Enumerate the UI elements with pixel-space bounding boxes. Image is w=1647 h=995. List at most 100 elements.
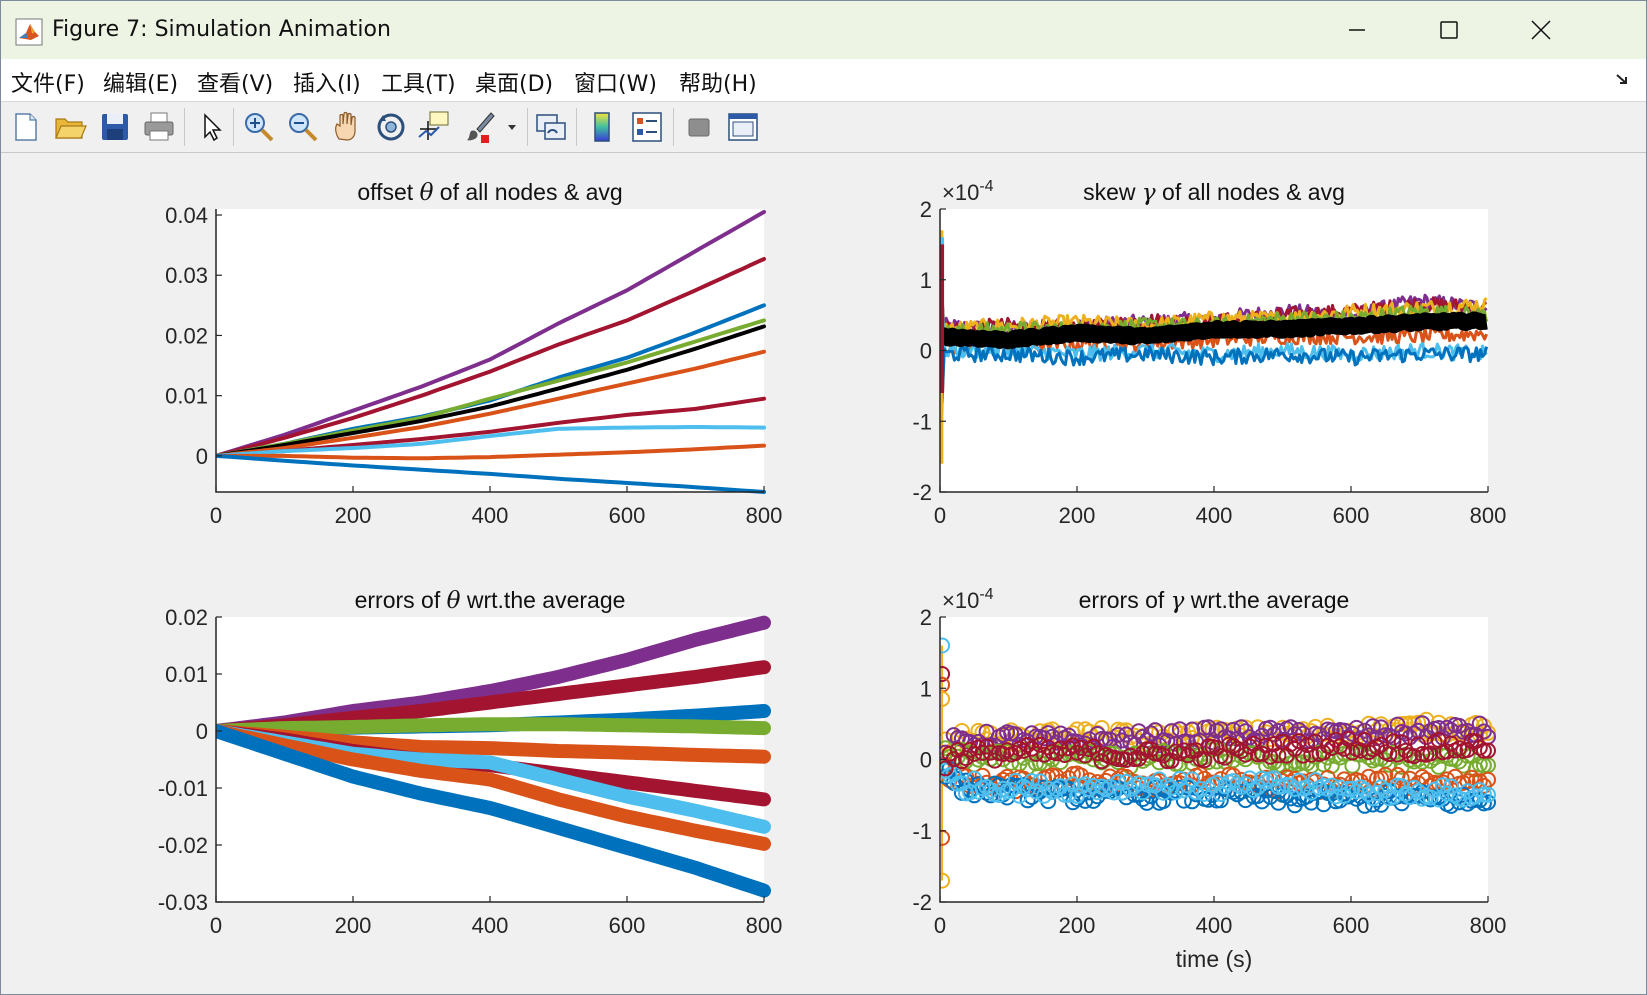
marker [1327, 788, 1344, 805]
menu-tools[interactable]: 工具(T) [381, 72, 456, 97]
marker [1360, 786, 1377, 803]
marker [1122, 747, 1139, 764]
hide-plot-tools-icon[interactable] [681, 109, 717, 145]
marker [1430, 720, 1447, 736]
marker [1323, 777, 1340, 794]
save-icon[interactable] [97, 109, 133, 145]
axes-4[interactable]: 0 200 400 600 800 -2 -1 0 1 2 errors of γ wrt.the … [912, 586, 1506, 972]
y-tick-label: 0.02 [165, 323, 208, 348]
close-button[interactable] [1495, 1, 1587, 59]
initial-marker [940, 637, 951, 654]
marker [1475, 786, 1492, 803]
marker [1147, 722, 1164, 739]
x-tick-label: 200 [1059, 503, 1096, 528]
marker [1332, 779, 1348, 796]
new-figure-icon[interactable] [7, 109, 43, 145]
axes-3[interactable]: 0 200 400 600 800 -0.03 -0.02 -0.01 0 0.01 0.02 err… [158, 587, 783, 938]
marker [1118, 751, 1135, 768]
y-tick-label: 0.03 [165, 263, 208, 288]
x-tick-label: 0 [934, 503, 946, 528]
dock-arrow-icon[interactable] [1614, 71, 1630, 87]
marker [1352, 742, 1369, 759]
marker [1110, 774, 1127, 790]
marker [1196, 785, 1213, 802]
insert-colorbar-icon[interactable] [585, 109, 621, 145]
marker [1340, 780, 1357, 797]
marker [949, 771, 966, 787]
y-tick-label: 0 [196, 719, 208, 744]
menu-window[interactable]: 窗口(W) [574, 72, 657, 97]
edit-plot-arrow-icon[interactable] [193, 109, 229, 145]
brush-icon[interactable] [463, 109, 499, 145]
marker [1200, 719, 1217, 736]
menu-insert[interactable]: 插入(I) [293, 72, 361, 97]
x-tick-label: 600 [609, 913, 646, 938]
marker [1019, 737, 1036, 753]
maximize-button[interactable] [1403, 1, 1495, 59]
marker [1451, 740, 1468, 757]
marker [1401, 788, 1418, 805]
plot-area: 0 200 400 600 800 0 0.01 0.02 0.03 0.04 offset θ o… [158, 178, 1507, 972]
title-bar[interactable]: Figure 7: Simulation Animation [1, 1, 1646, 59]
axes-title: offset θ of all nodes & avg [357, 179, 622, 206]
minimize-icon [1349, 29, 1365, 31]
marker [1217, 778, 1233, 795]
marker [1254, 793, 1270, 810]
marker [1373, 779, 1390, 796]
minimize-button[interactable] [1311, 1, 1403, 59]
window-title: Figure 7: Simulation Animation [52, 17, 391, 42]
axis-exponent: ×10-4 [942, 586, 994, 613]
marker [1480, 786, 1496, 803]
marker [1475, 742, 1492, 759]
y-tick-label: 0.04 [165, 203, 208, 228]
menu-edit[interactable]: 编辑(E) [103, 72, 179, 97]
x-tick-label: 800 [746, 913, 783, 938]
marker [1134, 745, 1151, 761]
zoom-in-icon[interactable] [241, 109, 277, 145]
marker [1315, 777, 1332, 794]
x-tick-label: 400 [472, 503, 509, 528]
link-plot-icon[interactable] [533, 109, 569, 145]
marker [1254, 770, 1270, 787]
marker [1282, 736, 1299, 753]
marker [1356, 722, 1373, 739]
marker [982, 744, 999, 761]
axes-1[interactable]: 0 200 400 600 800 0 0.01 0.02 0.03 0.04 offset θ o… [165, 179, 782, 528]
marker [1299, 737, 1316, 753]
insert-legend-icon[interactable] [629, 109, 665, 145]
marker [1459, 742, 1476, 758]
marker [1143, 725, 1159, 742]
rotate-3d-icon[interactable] [373, 109, 409, 145]
marker [1282, 777, 1299, 794]
marker [1471, 782, 1488, 799]
menu-desktop[interactable]: 桌面(D) [475, 72, 554, 97]
axes-2[interactable]: 0 200 400 600 800 -2 -1 0 1 2 skew γ of all nodes … [912, 178, 1506, 528]
y-tick-label: 0.01 [165, 384, 208, 409]
show-plot-tools-icon[interactable] [725, 109, 761, 145]
marker [1480, 742, 1496, 759]
series-node-blue [940, 345, 1489, 450]
marker [1221, 730, 1238, 747]
axis-exponent: ×10-4 [942, 178, 994, 205]
brush-dropdown-icon[interactable] [501, 109, 523, 145]
marker [1430, 758, 1447, 775]
pan-hand-icon[interactable] [329, 109, 365, 145]
menu-help[interactable]: 帮助(H) [679, 72, 757, 97]
x-tick-label: 400 [472, 913, 509, 938]
menu-view[interactable]: 查看(V) [197, 72, 274, 97]
data-layer [940, 230, 1493, 464]
print-icon[interactable] [141, 109, 177, 145]
y-tick-label: -2 [912, 890, 932, 915]
y-tick-label: 1 [920, 676, 932, 701]
axes-title: errors of γ wrt.the average [1079, 587, 1350, 614]
axes-title: skew γ of all nodes & avg [1083, 179, 1345, 206]
marker [1155, 743, 1172, 760]
marker [1143, 741, 1159, 758]
marker [1040, 739, 1057, 756]
marker [1422, 745, 1439, 762]
menu-file[interactable]: 文件(F) [11, 72, 85, 97]
data-cursor-icon[interactable] [417, 109, 453, 145]
zoom-out-icon[interactable] [285, 109, 321, 145]
open-file-icon[interactable] [52, 109, 88, 145]
toolbar [1, 102, 1646, 153]
